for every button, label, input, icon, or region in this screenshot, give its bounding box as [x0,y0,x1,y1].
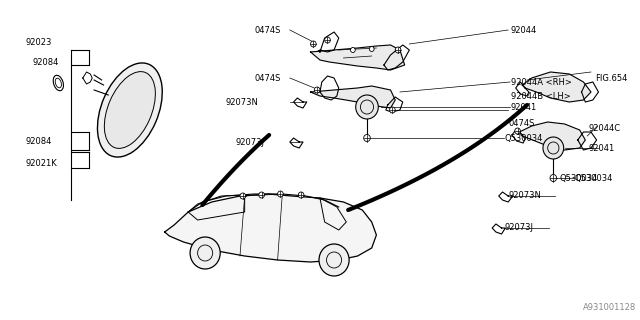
Circle shape [240,193,246,199]
Text: Q530034: Q530034 [574,173,612,182]
Text: 92073N: 92073N [508,191,541,201]
Polygon shape [522,72,591,102]
Text: 92073J: 92073J [504,223,533,233]
Circle shape [259,192,264,198]
Text: 92044B <LH>: 92044B <LH> [511,92,571,100]
Text: 92073N: 92073N [226,98,259,107]
Ellipse shape [97,63,163,157]
Circle shape [310,41,316,47]
Circle shape [278,191,284,197]
Circle shape [515,128,520,134]
Text: A931001128: A931001128 [584,303,637,313]
Circle shape [298,192,304,198]
Text: 92041: 92041 [511,102,537,111]
Circle shape [190,237,220,269]
Text: 92021K: 92021K [26,158,57,167]
Text: 92044A <RH>: 92044A <RH> [511,77,572,86]
Circle shape [550,174,557,181]
Polygon shape [164,194,376,262]
Text: 0474S: 0474S [508,118,534,127]
Text: 92044: 92044 [511,26,537,35]
Circle shape [314,87,320,93]
Text: Q530034: Q530034 [560,173,598,182]
Circle shape [543,137,564,159]
Text: 92084: 92084 [33,58,60,67]
Circle shape [364,134,371,141]
Circle shape [324,37,330,43]
Polygon shape [310,86,396,108]
Text: 0474S: 0474S [254,74,280,83]
Circle shape [319,244,349,276]
Text: Q530034: Q530034 [504,133,543,142]
Circle shape [356,95,378,119]
Circle shape [396,47,401,53]
Text: 92044C: 92044C [588,124,620,132]
Text: FIG.654: FIG.654 [595,74,627,83]
Text: 92073J: 92073J [236,138,264,147]
Polygon shape [310,45,404,70]
Circle shape [369,46,374,52]
Circle shape [351,47,355,52]
Text: 92023: 92023 [26,37,52,46]
Polygon shape [520,122,586,150]
Text: 92041: 92041 [588,143,614,153]
Circle shape [390,107,396,113]
Text: 0474S: 0474S [254,26,280,35]
Ellipse shape [104,72,156,148]
Text: 92084: 92084 [26,137,52,146]
